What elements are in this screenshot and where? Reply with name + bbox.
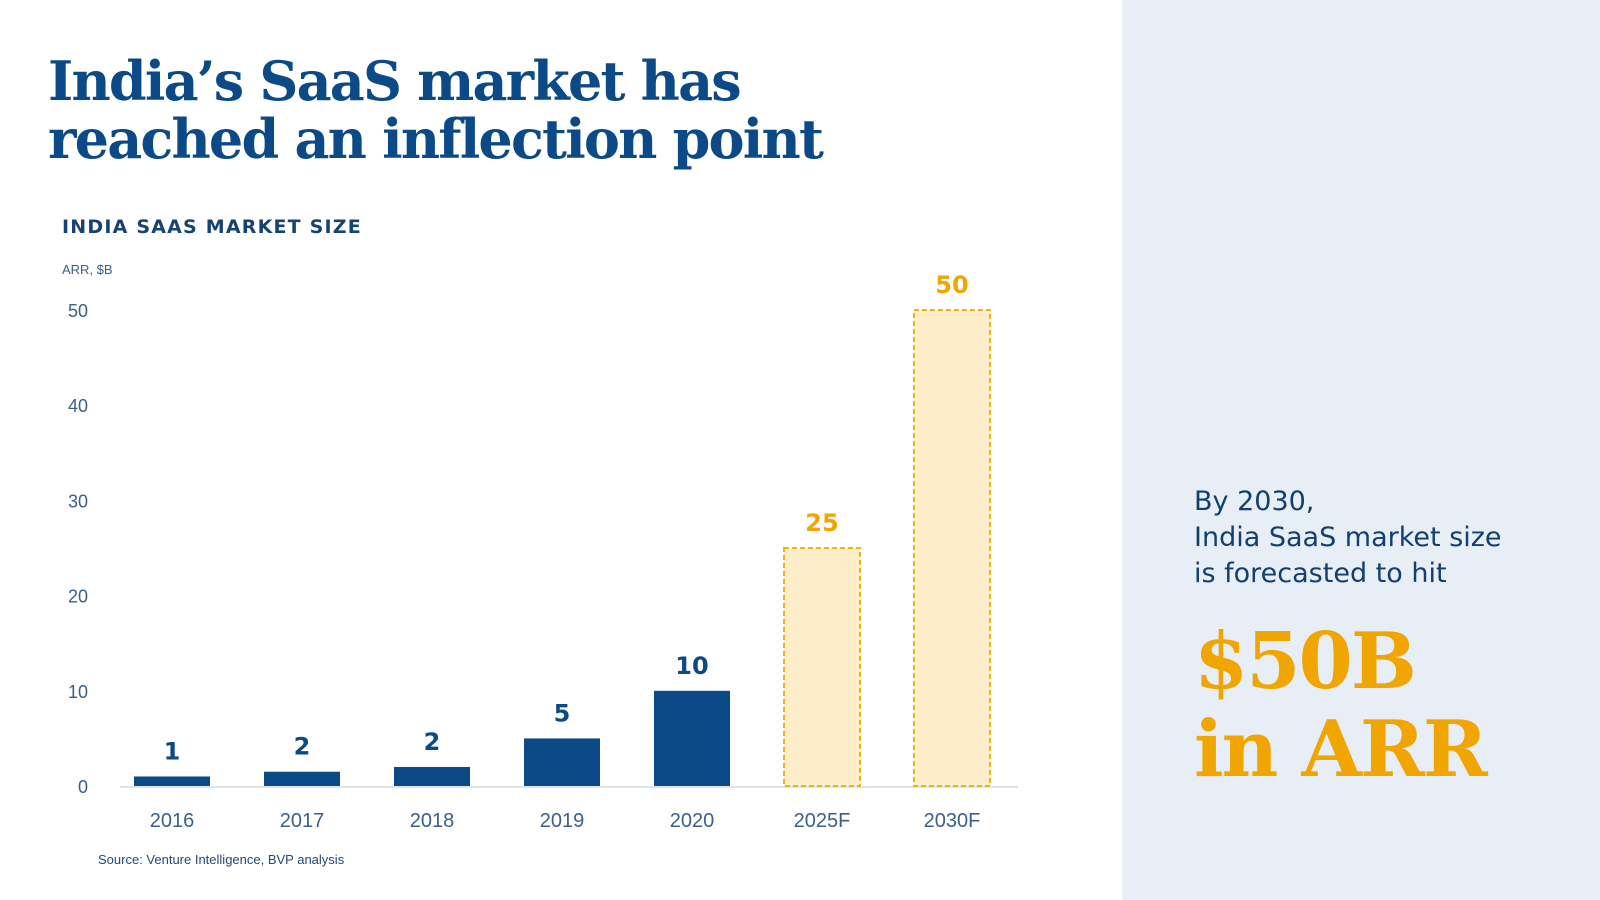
source-note: Source: Venture Intelligence, BVP analys… (98, 852, 345, 867)
y-axis-label: ARR, $B (62, 262, 113, 277)
y-tick-label: 10 (68, 682, 88, 702)
callout-big-unit: in ARR (1194, 704, 1488, 795)
x-tick-label-2030F: 2030F (924, 810, 981, 832)
data-label-2016: 1 (164, 737, 181, 765)
x-tick-label-2025F: 2025F (794, 810, 851, 832)
x-tick-label-2017: 2017 (280, 810, 325, 832)
x-tick-label-2019: 2019 (540, 810, 585, 832)
headline-line-1: India’s SaaS market has (48, 49, 742, 113)
chart-title: INDIA SAAS MARKET SIZE (62, 216, 362, 238)
data-label-2020: 10 (675, 652, 708, 680)
bar-2018 (394, 766, 470, 786)
data-label-2030F: 50 (935, 271, 968, 299)
bar-chart: ARR, $B 0 10 20 30 40 50 1 2016 2 2017 2 2018 5 2019 10… (62, 262, 1018, 832)
callout-big-value: $50B (1194, 616, 1417, 707)
headline-line-2: reached an inflection point (48, 107, 824, 171)
y-tick-label: 40 (68, 396, 88, 416)
callout-line-2: India SaaS market size (1194, 522, 1502, 553)
bar-2019 (524, 738, 600, 786)
callout-text: By 2030, India SaaS market size is forec… (1194, 484, 1594, 592)
callout-line-3: is forecasted to hit (1194, 558, 1447, 589)
data-label-2018: 2 (424, 728, 441, 756)
bar-2025F (783, 547, 861, 787)
bar-2020 (654, 690, 730, 786)
data-label-2017: 2 (294, 733, 311, 761)
bar-2016 (134, 776, 210, 786)
y-tick-label: 30 (68, 491, 88, 511)
callout-line-1: By 2030, (1194, 486, 1315, 517)
y-tick-label: 20 (68, 587, 88, 607)
x-tick-label-2020: 2020 (670, 810, 715, 832)
bar-2017 (264, 771, 340, 786)
y-tick-label: 0 (78, 777, 88, 797)
data-label-2025F: 25 (805, 509, 838, 537)
callout-highlight: $50B in ARR (1194, 618, 1594, 794)
x-tick-label-2016: 2016 (150, 810, 195, 832)
bar-2030F (913, 309, 991, 787)
callout-panel: By 2030, India SaaS market size is forec… (1122, 0, 1600, 900)
headline: India’s SaaS market has reached an infle… (48, 52, 1068, 168)
data-label-2019: 5 (554, 699, 571, 727)
x-tick-label-2018: 2018 (410, 810, 455, 832)
y-tick-label: 50 (68, 301, 88, 321)
